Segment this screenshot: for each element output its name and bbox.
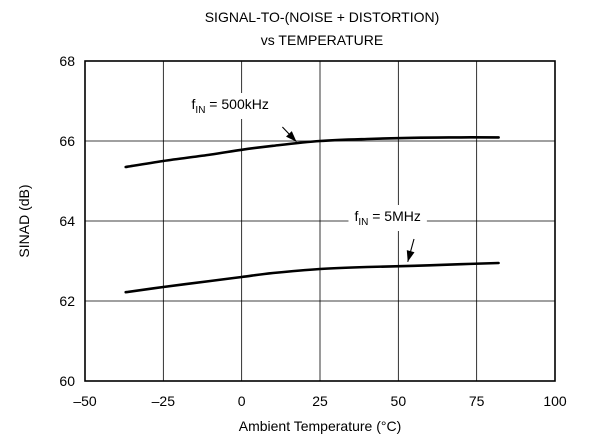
x-tick-label: 75 [469,393,485,409]
series-group [124,136,500,294]
grid [85,61,555,381]
x-tick-label: 0 [238,393,246,409]
annotation-label-2: fIN = 5MHz [354,208,420,228]
x-tick-label: 25 [312,393,328,409]
x-tick-label: –50 [73,393,97,409]
y-tick-label: 64 [59,213,75,229]
y-tick-label: 62 [59,293,75,309]
x-tick-label: –25 [152,393,176,409]
plot-frame [84,60,556,382]
x-tick-label: 100 [543,393,567,409]
chart-title-line-1: SIGNAL-TO-(NOISE + DISTORTION) [205,9,440,25]
y-axis-label: SINAD (dB) [16,184,32,257]
annotation-background [185,93,275,119]
x-tick-label: 50 [391,393,407,409]
series-line-1 [124,136,500,169]
annotation-background [348,205,427,231]
y-tick-label: 68 [59,53,75,69]
y-tick-label: 60 [59,373,75,389]
annotation-label-1: fIN = 500kHz [192,96,269,116]
y-tick-labels: 60 62 64 66 68 [59,53,75,389]
annotation-arrowhead [406,250,415,262]
x-tick-labels: –50 –25 0 25 50 75 100 [73,393,567,409]
annotation-group: fIN = 500kHz fIN = 5MHz [185,93,427,262]
chart-title-line-2: vs TEMPERATURE [261,32,383,48]
x-axis-label: Ambient Temperature (°C) [239,418,402,434]
y-tick-label: 66 [59,133,75,149]
annotation-arrowhead [286,131,297,142]
series-line-2 [124,261,500,294]
